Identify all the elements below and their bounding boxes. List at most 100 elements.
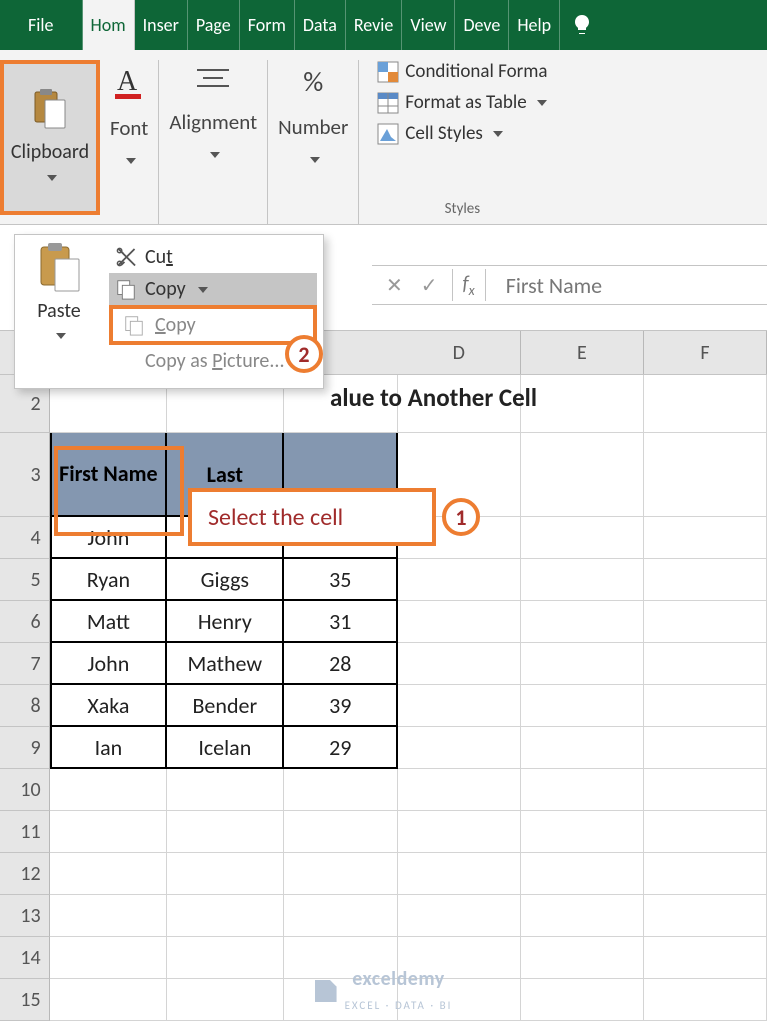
styles-group: Conditional Forma Format as Table Cell S… — [369, 60, 555, 145]
table-header-first-name[interactable]: First Name — [50, 433, 167, 517]
row-header[interactable]: 7 — [0, 643, 50, 685]
table-cell[interactable]: Icelan — [167, 727, 284, 769]
table-cell[interactable]: Henry — [167, 601, 284, 643]
format-as-table-button[interactable]: Format as Table — [377, 91, 547, 114]
tab-help[interactable]: Help — [509, 0, 560, 50]
table-cell[interactable]: John — [50, 517, 167, 559]
paste-icon — [31, 88, 69, 130]
conditional-formatting-button[interactable]: Conditional Forma — [377, 60, 547, 83]
tab-insert[interactable]: Inser — [135, 0, 188, 50]
row-header[interactable]: 9 — [0, 727, 50, 769]
paste-icon — [35, 241, 83, 295]
caret-down-icon — [52, 323, 66, 345]
col-header-E[interactable]: E — [521, 331, 644, 374]
alignment-icon — [193, 64, 233, 94]
col-header-F[interactable]: F — [644, 331, 767, 374]
cell-styles-button[interactable]: Cell Styles — [377, 122, 547, 145]
conditional-format-icon — [377, 61, 399, 83]
conditional-format-label: Conditional Forma — [405, 60, 547, 83]
ribbon-tabs: File Hom Inser Page Form Data Revie View… — [0, 0, 767, 50]
annotation-step-1: 1 — [442, 498, 480, 536]
tab-data[interactable]: Data — [295, 0, 346, 50]
table-cell[interactable]: Bender — [167, 685, 284, 727]
formula-bar: ✕ ✓ fx First Name — [372, 265, 767, 305]
watermark-logo-icon — [315, 980, 337, 1002]
caret-down-icon — [122, 146, 136, 172]
row-header[interactable]: 8 — [0, 685, 50, 727]
paste-label: Paste — [37, 299, 81, 323]
styles-group-label: Styles — [445, 200, 480, 218]
tab-view[interactable]: View — [402, 0, 455, 50]
copy-label: Copy — [145, 277, 186, 301]
table-cell[interactable]: 31 — [284, 601, 398, 643]
svg-text:A: A — [117, 66, 138, 97]
table-cell[interactable]: 39 — [284, 685, 398, 727]
copy-icon — [123, 314, 145, 336]
tab-page-layout[interactable]: Page — [188, 0, 240, 50]
copy-icon — [115, 278, 137, 300]
ribbon: Clipboard A Font Alignment % Num — [0, 50, 767, 225]
cancel-icon[interactable]: ✕ — [386, 273, 403, 298]
row-header[interactable]: 4 — [0, 517, 50, 559]
table-cell[interactable]: 28 — [284, 643, 398, 685]
alignment-group-button[interactable]: Alignment — [169, 60, 257, 180]
fx-icon[interactable]: fx — [453, 272, 485, 299]
caret-down-icon — [206, 140, 220, 166]
copy-picture-under: P — [212, 349, 222, 373]
table-cell[interactable]: Xaka — [50, 685, 167, 727]
font-label: Font — [110, 115, 148, 141]
caret-down-icon — [489, 122, 503, 145]
worksheet-grid: 2 3 First Name Last 4 John 5 Ryan Giggs … — [0, 375, 767, 1033]
caret-down-icon — [306, 145, 320, 171]
row-header[interactable]: 6 — [0, 601, 50, 643]
cut-menu-item[interactable]: Cut — [109, 241, 317, 273]
copy-picture-suffix: icture... — [222, 349, 284, 373]
row-header[interactable]: 5 — [0, 559, 50, 601]
table-cell[interactable]: Mathew — [167, 643, 284, 685]
row-header[interactable]: 3 — [0, 433, 50, 517]
font-group-button[interactable]: A Font — [110, 60, 148, 180]
paste-split-button[interactable]: Paste — [15, 235, 103, 388]
annotation-select-cell: Select the cell — [188, 488, 436, 546]
table-cell[interactable]: Matt — [50, 601, 167, 643]
row-header[interactable]: 11 — [0, 811, 50, 853]
caret-down-icon — [43, 166, 57, 188]
percent-icon: % — [303, 64, 323, 99]
enter-icon[interactable]: ✓ — [421, 273, 438, 298]
tab-file[interactable]: File — [0, 0, 83, 50]
table-cell[interactable]: 35 — [284, 559, 398, 601]
tell-me-icon[interactable] — [560, 0, 604, 50]
number-group-button[interactable]: % Number — [278, 60, 348, 180]
alignment-label: Alignment — [169, 109, 257, 135]
clipboard-dropdown-panel: Paste Cut Copy Copy Copy as Picture... — [14, 234, 324, 389]
formula-bar-value[interactable]: First Name — [486, 272, 602, 299]
row-header[interactable]: 12 — [0, 853, 50, 895]
copy-menu-item[interactable]: Copy — [109, 273, 317, 305]
cell-styles-icon — [377, 123, 399, 145]
col-header-D[interactable]: D — [398, 331, 521, 374]
table-cell[interactable]: 29 — [284, 727, 398, 769]
tab-home[interactable]: Hom — [83, 0, 135, 50]
tab-formulas[interactable]: Form — [240, 0, 295, 50]
annotation-step-2: 2 — [285, 335, 323, 373]
scissors-icon — [115, 246, 137, 268]
format-table-label: Format as Table — [405, 91, 526, 114]
watermark-tagline: EXCEL · DATA · BI — [345, 999, 453, 1012]
copy-picture-prefix: Copy as — [145, 349, 212, 373]
tab-developer[interactable]: Deve — [455, 0, 509, 50]
caret-down-icon — [533, 91, 547, 114]
sheet-title-partial: alue to Another Cell — [330, 382, 537, 413]
caret-down-icon — [194, 277, 208, 301]
table-cell[interactable]: Giggs — [167, 559, 284, 601]
table-cell[interactable]: Ryan — [50, 559, 167, 601]
copy-submenu-item[interactable]: Copy — [109, 305, 317, 345]
table-cell[interactable]: Ian — [50, 727, 167, 769]
number-label: Number — [278, 114, 348, 140]
row-header[interactable]: 13 — [0, 895, 50, 937]
clipboard-group-button[interactable]: Clipboard — [0, 60, 100, 215]
clipboard-label: Clipboard — [11, 140, 89, 164]
table-cell[interactable]: John — [50, 643, 167, 685]
tab-review[interactable]: Revie — [346, 0, 403, 50]
watermark-name: exceldemy — [352, 967, 445, 991]
row-header[interactable]: 10 — [0, 769, 50, 811]
